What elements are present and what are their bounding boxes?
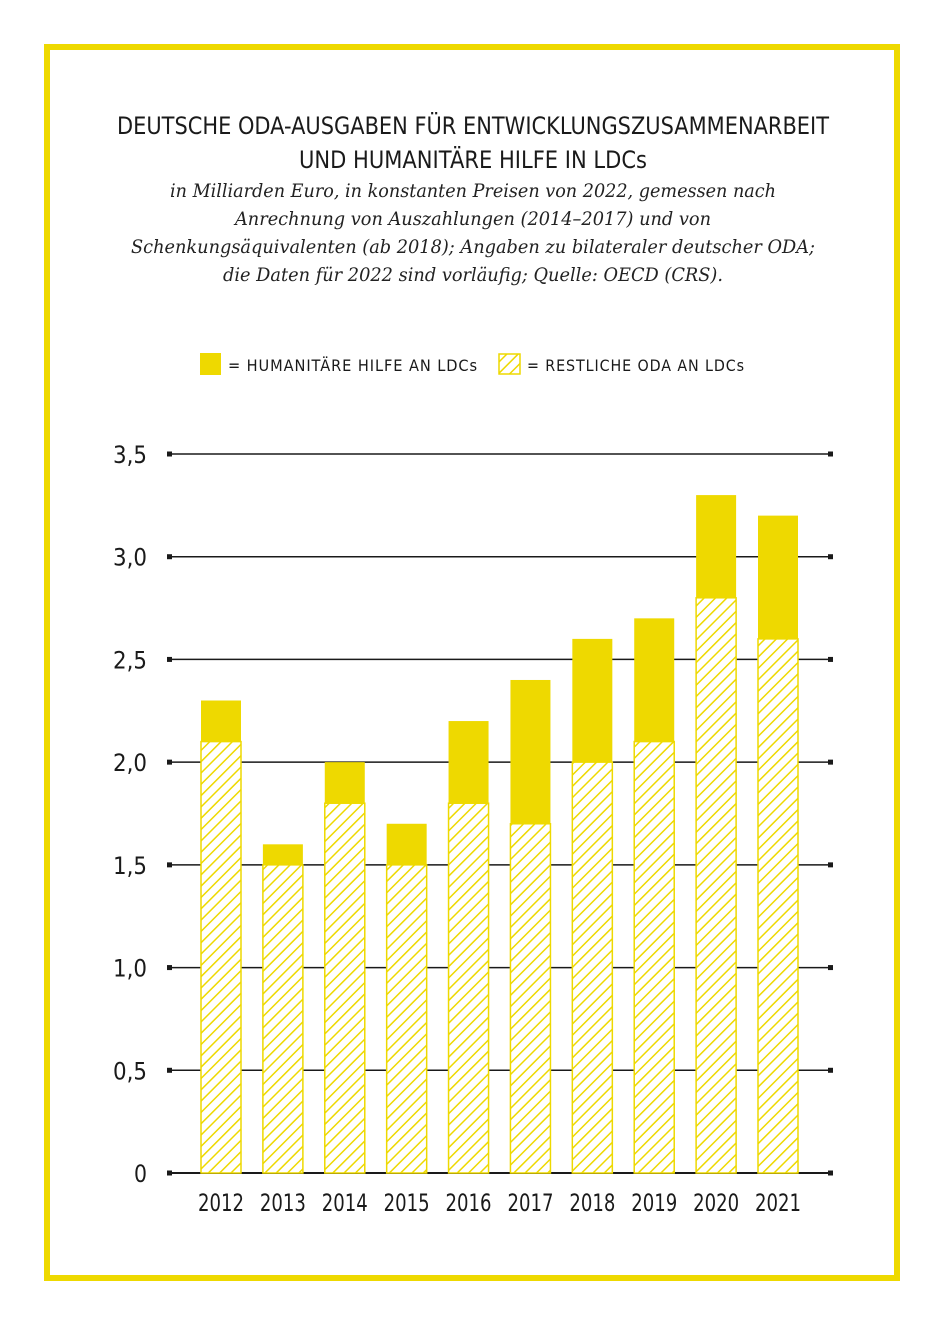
bar-rest-oda bbox=[695, 597, 737, 1174]
chart-title-line-1: DEUTSCHE ODA-AUSGABEN FÜR ENTWICKLUNGSZU… bbox=[117, 111, 829, 140]
gridline-end-marker bbox=[167, 451, 172, 457]
bar-humanitarian bbox=[448, 721, 489, 804]
gridline-end-marker bbox=[828, 1067, 833, 1073]
bar-rest-oda bbox=[757, 638, 799, 1174]
gridline-end-marker bbox=[167, 554, 172, 560]
y-tick-label: 0 bbox=[134, 1160, 147, 1188]
legend-swatch-hatched bbox=[498, 353, 521, 375]
x-tick-label: 2014 bbox=[322, 1189, 368, 1217]
bar-rest-oda bbox=[385, 864, 428, 1174]
bar-rest-oda bbox=[509, 823, 552, 1174]
bar-rest-oda bbox=[262, 864, 304, 1174]
x-tick-label: 2019 bbox=[631, 1189, 677, 1217]
gridline-end-marker bbox=[828, 451, 833, 457]
x-tick-label: 2012 bbox=[198, 1189, 244, 1217]
y-tick-label: 2,5 bbox=[113, 646, 147, 674]
subtitle-line-1: in Milliarden Euro, in konstanten Preise… bbox=[170, 180, 776, 202]
subtitle-line-4: die Daten für 2022 sind vorläufig; Quell… bbox=[223, 264, 723, 286]
bar-humanitarian bbox=[262, 844, 303, 865]
bar-humanitarian bbox=[386, 823, 427, 865]
bar-rest-oda bbox=[324, 802, 366, 1174]
bar-rest-oda bbox=[447, 802, 490, 1174]
bar-rest-oda bbox=[200, 740, 242, 1174]
gridline-end-marker bbox=[167, 1067, 172, 1073]
gridline-end-marker bbox=[167, 1170, 172, 1176]
gridline-end-marker bbox=[167, 759, 172, 765]
chart-title-line-2: UND HUMANITÄRE HILFE IN LDCs bbox=[299, 145, 647, 174]
gridline-end-marker bbox=[167, 862, 172, 868]
y-tick-label: 3,0 bbox=[113, 544, 147, 572]
x-tick-label: 2013 bbox=[260, 1189, 306, 1217]
bar-rest-oda bbox=[571, 761, 614, 1174]
x-tick-label: 2015 bbox=[384, 1189, 430, 1217]
y-tick-label: 0,5 bbox=[113, 1057, 147, 1085]
y-tick-label: 3,5 bbox=[113, 441, 147, 469]
bar-humanitarian bbox=[696, 495, 737, 598]
gridline-end-marker bbox=[167, 656, 172, 662]
y-tick-label: 1,5 bbox=[113, 852, 147, 880]
x-tick-label: 2021 bbox=[755, 1189, 801, 1217]
bar-rest-oda bbox=[633, 740, 675, 1174]
gridline-end-marker bbox=[828, 656, 833, 662]
bar-humanitarian bbox=[634, 618, 675, 742]
y-tick-label: 2,0 bbox=[113, 749, 147, 777]
legend-label-rest: = RESTLICHE ODA AN LDCs bbox=[527, 356, 745, 375]
gridline-end-marker bbox=[828, 862, 833, 868]
y-tick-label: 1,0 bbox=[113, 955, 147, 983]
bar-humanitarian bbox=[201, 700, 241, 742]
legend-swatch-solid bbox=[200, 353, 221, 375]
x-tick-label: 2020 bbox=[693, 1189, 739, 1217]
x-tick-label: 2017 bbox=[507, 1189, 553, 1217]
gridline-end-marker bbox=[167, 965, 172, 971]
bar-humanitarian bbox=[758, 515, 798, 639]
x-tick-label: 2016 bbox=[446, 1189, 492, 1217]
legend-label-humanitarian: = HUMANITÄRE HILFE AN LDCs bbox=[228, 356, 478, 375]
bar-humanitarian bbox=[510, 679, 551, 824]
bar-humanitarian bbox=[324, 762, 365, 804]
gridline-end-marker bbox=[828, 554, 833, 560]
subtitle-line-3: Schenkungsäquivalenten (ab 2018); Angabe… bbox=[131, 236, 815, 258]
gridline-end-marker bbox=[828, 1170, 833, 1176]
x-tick-label: 2018 bbox=[569, 1189, 615, 1217]
subtitle-line-2: Anrechnung von Auszahlungen (2014–2017) … bbox=[233, 208, 711, 230]
gridline-end-marker bbox=[828, 965, 833, 971]
frame bbox=[44, 44, 900, 1281]
gridline-end-marker bbox=[828, 759, 833, 765]
bar-humanitarian bbox=[572, 638, 613, 763]
